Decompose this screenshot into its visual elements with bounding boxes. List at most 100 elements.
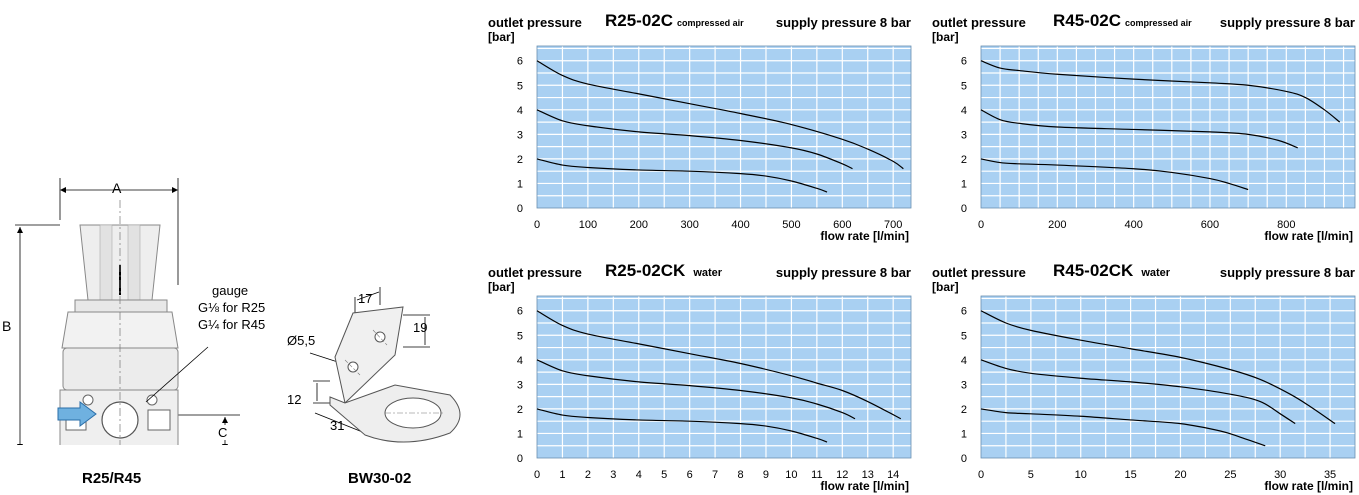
plot-frame [536, 295, 912, 459]
chart-xlabel: flow rate [l/min] [1264, 479, 1353, 493]
x-tick-label: 400 [1124, 219, 1142, 231]
x-tick-label: 0 [978, 469, 984, 481]
dim-19-label: 19 [413, 320, 428, 335]
dim-12-label: 12 [287, 392, 302, 407]
x-tick-label: 500 [782, 219, 800, 231]
chart-xlabel: flow rate [l/min] [820, 229, 909, 243]
y-tick-label: 1 [517, 178, 523, 190]
x-tick-label: 14 [887, 469, 899, 481]
flow-arrow-icon [57, 401, 97, 427]
chart-r25-02ck: outlet pressure R25-02CK water supply pre… [485, 261, 915, 493]
x-tick-label: 3 [610, 469, 616, 481]
chart-plot: 0 1 2 3 4 5 6 0 5 10 15 20 25 30 35 [961, 295, 1356, 481]
series-line-1 [980, 60, 1341, 123]
x-tick-label: 7 [712, 469, 718, 481]
chart-plot: 0 1 2 3 4 5 6 0 100 200 300 400 500 600 700 [517, 45, 912, 231]
y-tick-label: 2 [961, 404, 967, 416]
x-tick-label: 35 [1324, 469, 1336, 481]
chart-ylabel: [bar] [932, 280, 959, 294]
chart-medium: compressed air [677, 18, 744, 28]
series-line-1 [536, 60, 904, 170]
y-tick-label: 4 [517, 105, 523, 117]
x-tick-label: 10 [1075, 469, 1087, 481]
y-tick-label: 4 [961, 355, 967, 367]
chart-supply: supply pressure 8 bar [775, 265, 911, 280]
chart-title-left: outlet pressure [488, 265, 582, 280]
x-tick-label: 600 [833, 219, 851, 231]
x-tick-label: 800 [1277, 219, 1295, 231]
series-line-3 [536, 158, 828, 193]
y-tick-label: 5 [961, 330, 967, 342]
x-tick-label: 700 [884, 219, 902, 231]
y-tick-label: 0 [961, 203, 967, 215]
grid [537, 296, 911, 458]
dim-17-label: 17 [358, 291, 373, 306]
chart-title-left: outlet pressure [488, 15, 582, 30]
plot-frame [536, 45, 912, 209]
y-tick-label: 1 [961, 428, 967, 440]
dim-c-label: C [218, 425, 228, 440]
series-line-3 [536, 408, 828, 443]
chart-title-left: outlet pressure [932, 15, 1026, 30]
chart-xlabel: flow rate [l/min] [1264, 229, 1353, 243]
gauge-label: gauge [212, 283, 249, 298]
y-tick-label: 2 [517, 404, 523, 416]
series-line-3 [980, 158, 1249, 191]
x-tick-label: 10 [785, 469, 797, 481]
x-tick-label: 11 [811, 469, 822, 481]
chart-supply: supply pressure 8 bar [1219, 265, 1355, 280]
chart-ylabel: [bar] [488, 30, 515, 44]
chart-title-left: outlet pressure [932, 265, 1026, 280]
x-tick-label: 0 [534, 469, 540, 481]
x-tick-label: 13 [862, 469, 874, 481]
series-line-2 [536, 359, 856, 420]
y-tick-label: 6 [961, 306, 967, 318]
x-tick-label: 0 [534, 219, 540, 231]
series-line-2 [980, 359, 1296, 425]
plot-frame [980, 45, 1356, 209]
chart-model: R45-02C [1053, 11, 1122, 30]
x-tick-label: 600 [1201, 219, 1219, 231]
x-tick-label: 2 [585, 469, 591, 481]
y-tick-label: 1 [517, 428, 523, 440]
x-tick-label: 100 [579, 219, 597, 231]
y-tick-label: 3 [961, 129, 967, 141]
grid [981, 46, 1355, 208]
x-tick-label: 200 [630, 219, 648, 231]
y-tick-label: 4 [961, 105, 967, 117]
y-tick-label: 6 [961, 56, 967, 68]
x-tick-label: 1 [559, 469, 565, 481]
grid [981, 296, 1355, 458]
x-tick-label: 20 [1174, 469, 1186, 481]
x-tick-label: 4 [636, 469, 642, 481]
x-tick-label: 15 [1124, 469, 1136, 481]
y-tick-label: 0 [961, 453, 967, 465]
regulator-drawing [15, 178, 240, 445]
y-tick-label: 4 [517, 355, 523, 367]
dim-b-label: B [0, 318, 14, 334]
chart-xlabel: flow rate [l/min] [820, 479, 909, 493]
series-line-2 [536, 109, 853, 170]
chart-supply: supply pressure 8 bar [775, 15, 911, 30]
x-tick-label: 300 [680, 219, 698, 231]
y-tick-label: 5 [961, 80, 967, 92]
chart-plot: 0 1 2 3 4 5 6 0 200 400 600 800 [961, 45, 1356, 231]
series-line-1 [536, 310, 902, 420]
bracket-caption: BW30-02 [348, 470, 412, 487]
y-tick-label: 1 [961, 178, 967, 190]
x-tick-label: 200 [1048, 219, 1066, 231]
regulator-caption: R25/R45 [82, 470, 142, 487]
dim-a-label: A [112, 180, 122, 196]
gauge-r45-label: G¼ for R45 [198, 317, 266, 332]
chart-medium: compressed air [1125, 18, 1192, 28]
x-tick-label: 6 [687, 469, 693, 481]
chart-ylabel: [bar] [488, 280, 515, 294]
x-tick-label: 400 [731, 219, 749, 231]
y-tick-label: 5 [517, 330, 523, 342]
chart-r25-02c: outlet pressure R25-02C compressed air su… [485, 11, 915, 243]
chart-model: R45-02CK [1053, 261, 1134, 280]
y-tick-label: 2 [961, 154, 967, 166]
gauge-r25-label: G⅛ for R25 [198, 300, 266, 315]
x-tick-label: 25 [1224, 469, 1236, 481]
y-tick-label: 6 [517, 306, 523, 318]
